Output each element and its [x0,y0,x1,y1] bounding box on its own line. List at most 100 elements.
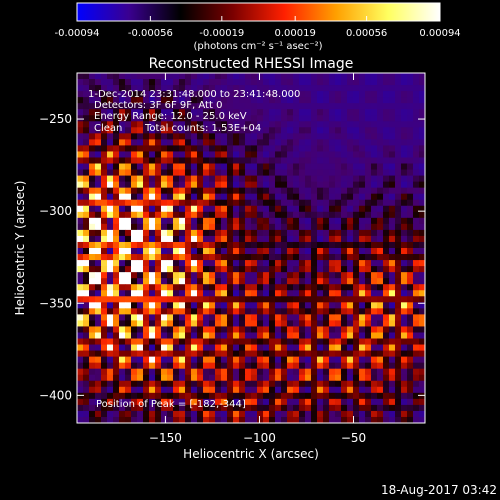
heatmap-cell [401,284,408,291]
heatmap-cell [257,296,264,303]
heatmap-cell [251,308,258,315]
heatmap-cell [305,248,312,255]
heatmap-cell [389,157,396,164]
heatmap-cell [137,241,144,249]
heatmap-cell [305,121,312,128]
heatmap-cell [299,284,306,291]
heatmap-cell [257,181,264,189]
heatmap-cell [371,308,378,315]
heatmap-cell [155,151,162,158]
heatmap-cell [89,169,96,176]
heatmap-cell [161,380,168,388]
heatmap-cell [227,205,234,213]
heatmap-cell [245,392,252,400]
heatmap-cell [401,163,408,170]
heatmap-cell [371,320,378,327]
heatmap-cell [341,404,348,412]
heatmap-cell [251,356,258,364]
heatmap-cell [113,362,120,370]
heatmap-cell [107,368,114,376]
heatmap-cell [131,266,138,273]
heatmap-cell [185,386,192,394]
heatmap-cell [125,109,132,116]
heatmap-cell [293,211,300,219]
heatmap-cell [83,404,90,412]
heatmap-cell [203,338,210,345]
heatmap-cell [395,374,402,382]
heatmap-cell [185,278,192,285]
heatmap-cell [305,235,312,243]
heatmap-cell [383,284,390,291]
heatmap-cell [137,266,144,273]
heatmap-cell [227,266,234,273]
heatmap-cell [371,368,378,376]
heatmap-cell [401,404,408,412]
heatmap-cell [101,169,108,176]
heatmap-cell [143,145,150,152]
heatmap-cell [311,368,318,376]
heatmap-cell [413,85,420,92]
heatmap-cell [125,272,132,279]
heatmap-cell [227,332,234,339]
heatmap-cell [149,205,156,213]
heatmap-cell [197,266,204,273]
y-tick-label: −300 [39,204,72,218]
heatmap-cell [287,284,294,291]
heatmap-cell [407,181,414,189]
heatmap-cell [143,229,150,237]
heatmap-cell [341,374,348,382]
heatmap-cell [203,320,210,327]
heatmap-cell [89,91,96,98]
heatmap-cell [413,326,420,333]
heatmap-cell [83,127,90,134]
heatmap-cell [275,229,282,237]
heatmap-cell [401,398,408,406]
heatmap-cell [239,410,246,418]
heatmap-cell [311,386,318,394]
heatmap-cell [239,229,246,237]
heatmap-cell [83,193,90,201]
heatmap-cell [113,254,120,261]
heatmap-cell [269,193,276,201]
heatmap-cell [353,302,360,309]
heatmap-cell [413,175,420,183]
heatmap-cell [335,266,342,273]
heatmap-cell [215,205,222,213]
heatmap-cell [311,332,318,339]
heatmap-cell [113,374,120,382]
heatmap-cell [317,254,324,261]
heatmap-cell [269,163,276,170]
heatmap-cell [233,296,240,303]
heatmap-cell [293,157,300,164]
heatmap-cell [227,362,234,370]
heatmap-cell [413,139,420,146]
heatmap-cell [401,296,408,303]
heatmap-cell [275,241,282,249]
heatmap-cell [77,308,84,315]
heatmap-cell [293,374,300,382]
heatmap-cell [161,151,168,158]
heatmap-cell [395,211,402,219]
heatmap-cell [239,199,246,207]
heatmap-cell [395,254,402,261]
heatmap-cell [107,260,114,267]
heatmap-cell [323,109,330,116]
heatmap-cell [119,145,126,152]
heatmap-cell [179,302,186,309]
heatmap-cell [77,235,84,243]
heatmap-cell [95,416,102,423]
heatmap-cell [311,199,318,207]
heatmap-cell [365,386,372,394]
heatmap-cell [347,241,354,249]
heatmap-cell [137,85,144,92]
heatmap-cell [113,211,120,219]
heatmap-cell [383,109,390,116]
heatmap-cell [311,127,318,134]
heatmap-cell [347,266,354,273]
heatmap-cell [149,235,156,243]
heatmap-cell [359,211,366,219]
heatmap-cell [251,139,258,146]
heatmap-cell [185,211,192,219]
heatmap-cell [275,163,282,170]
heatmap-cell [143,398,150,406]
